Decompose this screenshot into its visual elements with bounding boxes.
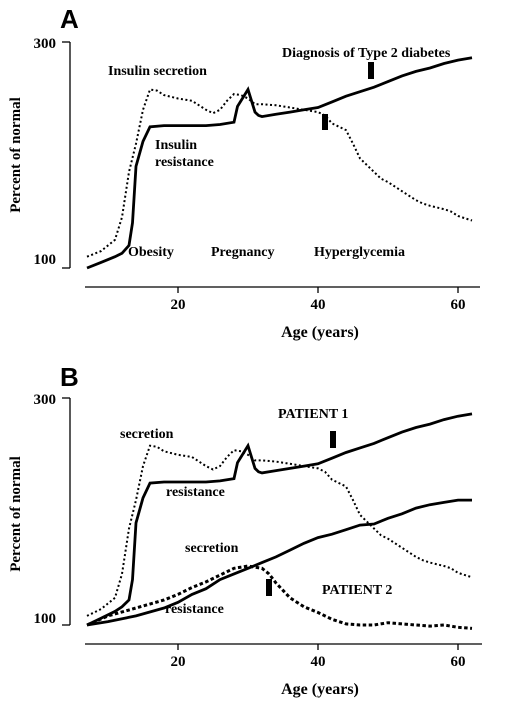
panel-a-diagnosis-marker <box>368 62 374 79</box>
panel-b-label-p2-resistance: resistance <box>165 602 224 617</box>
panel-b-label-p2-secretion: secretion <box>185 541 239 556</box>
panel-b-label-p1-secretion: secretion <box>120 427 174 442</box>
panel-b-ytick-label-300: 300 <box>34 392 57 408</box>
panel-a-ytick-label-300: 300 <box>34 36 57 52</box>
panel-b-series-patient1-secretion <box>86 444 473 617</box>
panel-a-label-obesity: Obesity <box>128 245 174 260</box>
panel-b-ytick-label-100: 100 <box>34 611 57 627</box>
panel-a-xtick-label-40: 40 <box>311 297 326 313</box>
panel-a-label-pregnancy: Pregnancy <box>211 245 275 260</box>
panel-b-xtick-label-40: 40 <box>311 654 326 670</box>
panel-a-label-diagnosis: Diagnosis of Type 2 diabetes <box>282 46 451 61</box>
panel-a-y-axis-label: Percent of normal <box>8 97 24 213</box>
panel-a: A 300 100 Percent of normal 20 40 60 Age… <box>8 4 480 341</box>
panel-b-label-p1-resistance: resistance <box>166 485 225 500</box>
panel-a-xtick-label-20: 20 <box>171 297 186 313</box>
panel-b-xtick-label-60: 60 <box>451 654 466 670</box>
panel-b-xtick-label-20: 20 <box>171 654 186 670</box>
panel-a-label-insulin: Insulin <box>155 138 197 153</box>
panel-a-series-insulin-secretion <box>86 88 473 258</box>
panel-a-label-hyperglycemia: Hyperglycemia <box>314 245 405 260</box>
panel-b-series-patient2-resistance <box>86 498 472 627</box>
panel-a-ytick-label-100: 100 <box>34 252 57 268</box>
panel-b-label-patient2: PATIENT 2 <box>322 583 392 598</box>
panel-b-label-patient1: PATIENT 1 <box>278 407 348 422</box>
panel-b-y-axis-label: Percent of normal <box>8 456 24 572</box>
panel-a-xtick-label-60: 60 <box>451 297 466 313</box>
panel-b-patient1-marker <box>330 431 336 448</box>
panel-a-hyperglycemia-marker <box>322 114 328 130</box>
panel-b: B 300 100 Percent of normal 20 40 60 Age… <box>8 362 482 698</box>
panel-a-label-insulin-secretion: Insulin secretion <box>108 64 207 79</box>
panel-a-series-insulin-resistance <box>86 56 473 270</box>
panel-a-x-axis-label: Age (years) <box>281 324 359 341</box>
panel-a-letter: A <box>60 4 79 34</box>
panel-a-label-resistance: resistance <box>155 155 214 170</box>
panel-b-series-patient1-resistance <box>86 412 473 627</box>
panel-b-x-axis-label: Age (years) <box>281 681 359 698</box>
panel-b-patient2-marker <box>266 579 272 596</box>
panel-b-series-patient2-secretion <box>86 564 473 630</box>
panel-b-letter: B <box>60 362 79 392</box>
